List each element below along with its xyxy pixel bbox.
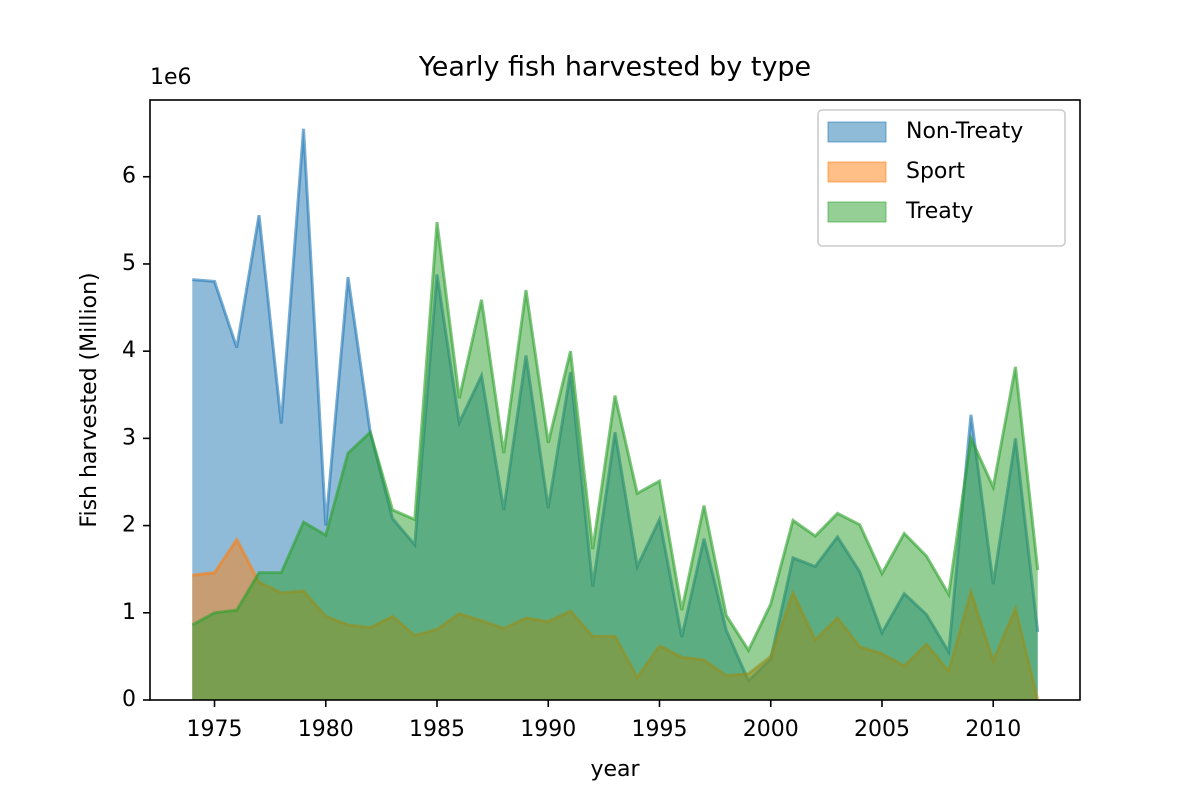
legend-swatch bbox=[827, 161, 887, 183]
y-offset-label: 1e6 bbox=[150, 65, 192, 90]
y-tick-label: 5 bbox=[122, 251, 136, 276]
x-tick-label: 1980 bbox=[298, 717, 354, 742]
legend-swatch bbox=[827, 201, 887, 223]
y-tick-label: 6 bbox=[122, 164, 136, 189]
x-tick-label: 2000 bbox=[743, 717, 799, 742]
x-tick-label: 1990 bbox=[520, 717, 576, 742]
y-tick-label: 1 bbox=[122, 600, 136, 625]
legend-label: Sport bbox=[906, 159, 965, 184]
y-tick-label: 4 bbox=[122, 338, 136, 363]
x-tick-label: 1975 bbox=[187, 717, 243, 742]
x-axis-label: year bbox=[590, 757, 640, 782]
y-axis-label: Fish harvested (Million) bbox=[77, 272, 102, 527]
legend-label: Non-Treaty bbox=[906, 119, 1023, 144]
y-tick-label: 2 bbox=[122, 513, 136, 538]
x-tick-label: 2005 bbox=[854, 717, 910, 742]
area bbox=[192, 222, 1038, 700]
legend-swatch bbox=[827, 121, 887, 143]
chart-title: Yearly fish harvested by type bbox=[418, 52, 811, 83]
x-tick-label: 1995 bbox=[631, 717, 687, 742]
legend-label: Treaty bbox=[905, 199, 973, 224]
y-tick-label: 3 bbox=[122, 425, 136, 450]
plot-frame bbox=[149, 99, 1081, 701]
y-tick-label: 0 bbox=[122, 687, 136, 712]
x-tick-label: 2010 bbox=[965, 717, 1021, 742]
area-line bbox=[191, 221, 1040, 654]
x-tick-label: 1985 bbox=[409, 717, 465, 742]
